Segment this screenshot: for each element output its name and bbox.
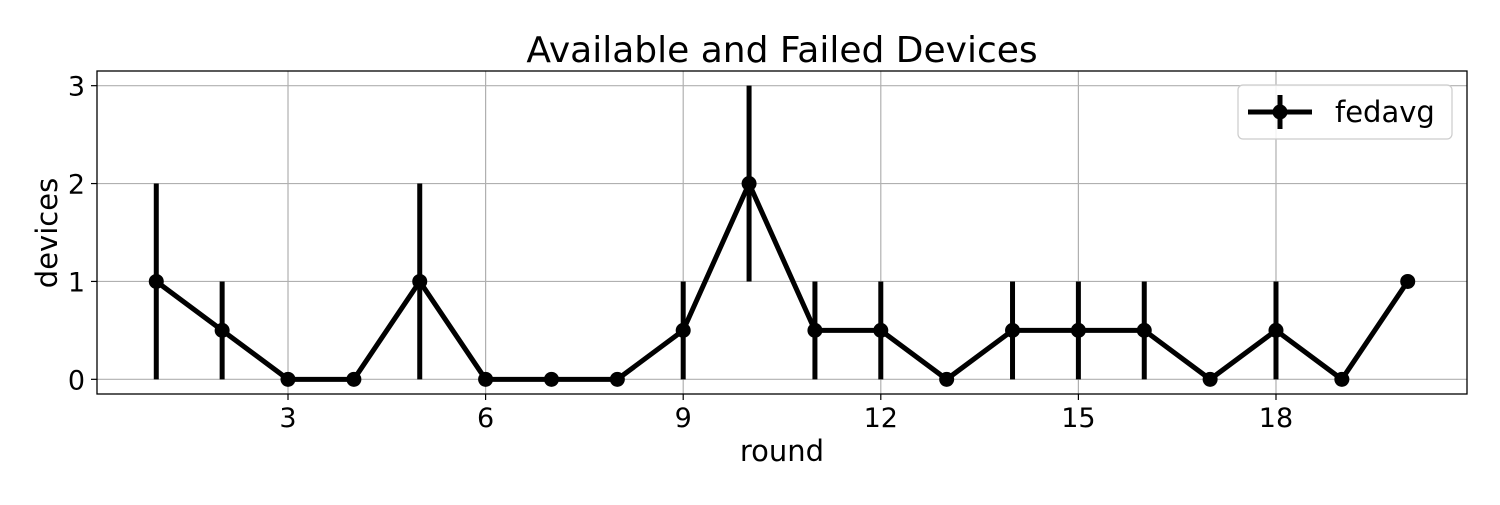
data-point xyxy=(346,371,362,387)
data-point xyxy=(1005,322,1021,338)
data-point xyxy=(214,322,230,338)
series-line-fedavg xyxy=(154,181,1410,382)
data-point xyxy=(1070,322,1086,338)
y-tick-label: 1 xyxy=(68,267,85,298)
y-axis-label: devices xyxy=(30,178,64,288)
data-point xyxy=(1202,371,1218,387)
data-point xyxy=(280,371,296,387)
legend-marker xyxy=(1272,104,1288,120)
data-point xyxy=(741,176,757,192)
data-point xyxy=(1268,322,1284,338)
data-point xyxy=(807,322,823,338)
chart-title: Available and Failed Devices xyxy=(526,30,1037,71)
data-point xyxy=(412,273,428,289)
data-point xyxy=(148,273,164,289)
data-point xyxy=(873,322,889,338)
data-point xyxy=(1136,322,1152,338)
data-point xyxy=(675,322,691,338)
x-tick-label: 6 xyxy=(477,403,494,434)
x-tick-label: 15 xyxy=(1061,403,1095,434)
x-axis-label: round xyxy=(740,434,824,468)
x-tick-label: 12 xyxy=(864,403,898,434)
y-tick-label: 3 xyxy=(68,72,85,103)
y-tick-label: 0 xyxy=(68,365,85,396)
data-point xyxy=(1334,371,1350,387)
x-tick-label: 9 xyxy=(675,403,692,434)
data-point xyxy=(939,371,955,387)
data-point xyxy=(478,371,494,387)
data-point xyxy=(543,371,559,387)
x-tick-label: 3 xyxy=(279,403,296,434)
y-tick-label: 2 xyxy=(68,170,85,201)
legend-frame xyxy=(1237,84,1453,140)
data-point xyxy=(1400,273,1416,289)
x-tick-label: 18 xyxy=(1259,403,1293,434)
plot-frame xyxy=(96,70,1468,395)
legend-label-fedavg: fedavg xyxy=(1335,95,1435,129)
data-point xyxy=(609,371,625,387)
data-layer xyxy=(148,85,1416,387)
legend: fedavg xyxy=(1237,84,1453,140)
